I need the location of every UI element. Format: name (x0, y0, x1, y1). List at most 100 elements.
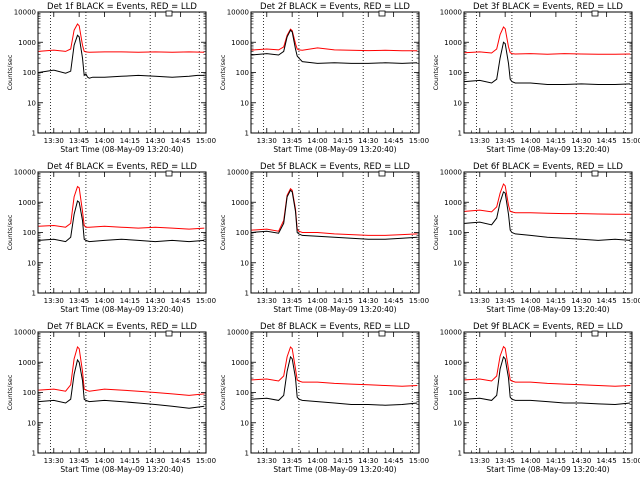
y-tick-label: 1000 (18, 359, 36, 367)
events-series-line (251, 29, 418, 64)
x-tick-label: 14:15 (333, 457, 353, 465)
y-tick-label: 10000 (14, 329, 36, 337)
y-axis-label: Counts/sec (6, 214, 14, 250)
events-series-line (38, 358, 205, 409)
x-tick-label: 14:45 (171, 297, 191, 305)
x-tick-label: 14:45 (597, 297, 617, 305)
detector-panel: Det 5f BLACK = Events, RED = LLD 1 10 100 10… (219, 162, 429, 314)
lld-series-line (38, 23, 205, 53)
lld-series-line (38, 346, 205, 396)
y-tick-label: 100 (23, 69, 36, 77)
detector-panel: Det 4f BLACK = Events, RED = LLD 1 10 100 10… (6, 162, 216, 314)
y-axis-label: Counts/sec (432, 54, 440, 90)
y-axis-label: Counts/sec (219, 54, 227, 90)
x-tick-label: 13:30 (44, 137, 64, 145)
x-tick-label: 14:45 (171, 457, 191, 465)
x-tick-label: 14:45 (597, 457, 617, 465)
x-tick-label: 13:45 (69, 137, 89, 145)
x-tick-label: 15:00 (196, 137, 216, 145)
x-tick-label: 14:30 (358, 457, 378, 465)
plot-frame (463, 11, 633, 134)
y-tick-label: 10000 (227, 9, 249, 17)
x-tick-label: 13:30 (470, 297, 490, 305)
x-tick-label: 14:00 (94, 457, 114, 465)
y-tick-label: 100 (236, 229, 249, 237)
events-series-line (464, 191, 631, 241)
x-axis-label: Start Time (08-May-09 13:20:40) (60, 145, 183, 154)
y-tick-label: 1000 (444, 359, 462, 367)
x-tick-label: 14:00 (520, 297, 540, 305)
detector-panel: Det 9f BLACK = Events, RED = LLD 1 10 100 10… (432, 322, 640, 474)
x-axis-label: Start Time (08-May-09 13:20:40) (486, 305, 609, 314)
events-series-line (38, 34, 205, 79)
y-tick-label: 10 (27, 99, 36, 107)
x-tick-label: 13:45 (282, 297, 302, 305)
legend-marker (165, 170, 173, 177)
plot-frame (250, 331, 420, 454)
x-axis-label: Start Time (08-May-09 13:20:40) (273, 145, 396, 154)
y-tick-label: 10000 (440, 169, 462, 177)
x-tick-label: 14:30 (571, 297, 591, 305)
x-tick-label: 15:00 (409, 297, 429, 305)
plot-frame (37, 171, 207, 294)
x-tick-label: 13:30 (257, 137, 277, 145)
x-tick-label: 14:30 (145, 137, 165, 145)
y-tick-label: 1 (245, 290, 249, 298)
y-tick-label: 100 (449, 389, 462, 397)
x-tick-label: 13:30 (44, 457, 64, 465)
y-tick-label: 100 (449, 69, 462, 77)
x-tick-label: 13:30 (257, 297, 277, 305)
x-tick-label: 14:30 (358, 137, 378, 145)
y-tick-label: 10 (240, 419, 249, 427)
y-tick-label: 1 (245, 130, 249, 138)
chart-title: Det 3f BLACK = Events, RED = LLD (473, 2, 623, 12)
x-tick-label: 14:15 (120, 457, 140, 465)
x-tick-label: 14:00 (307, 297, 327, 305)
plot-frame (463, 331, 633, 454)
detector-panel: Det 7f BLACK = Events, RED = LLD 1 10 100 10… (6, 322, 216, 474)
y-axis-label: Counts/sec (6, 374, 14, 410)
y-tick-label: 100 (449, 229, 462, 237)
x-tick-label: 14:45 (384, 457, 404, 465)
x-axis-label: Start Time (08-May-09 13:20:40) (273, 305, 396, 314)
legend-marker (591, 170, 599, 177)
x-tick-label: 13:45 (69, 297, 89, 305)
x-tick-label: 13:45 (495, 137, 515, 145)
y-tick-label: 10 (27, 419, 36, 427)
y-tick-label: 1000 (444, 199, 462, 207)
detector-panel: Det 1f BLACK = Events, RED = LLD 1 10 100 10… (6, 2, 216, 154)
y-axis-label: Counts/sec (432, 214, 440, 250)
x-tick-label: 14:45 (384, 137, 404, 145)
chart-title: Det 7f BLACK = Events, RED = LLD (47, 322, 197, 332)
y-tick-label: 10 (453, 99, 462, 107)
plot-frame (37, 331, 207, 454)
x-axis-label: Start Time (08-May-09 13:20:40) (486, 145, 609, 154)
x-tick-label: 14:00 (307, 137, 327, 145)
y-tick-label: 1 (32, 290, 36, 298)
y-tick-label: 10000 (227, 169, 249, 177)
lld-series-line (251, 187, 418, 236)
lld-series-line (251, 28, 418, 52)
x-tick-label: 15:00 (196, 457, 216, 465)
chart-title: Det 2f BLACK = Events, RED = LLD (260, 2, 410, 12)
chart-title: Det 4f BLACK = Events, RED = LLD (47, 162, 197, 172)
y-tick-label: 100 (236, 69, 249, 77)
chart-title: Det 1f BLACK = Events, RED = LLD (47, 2, 197, 12)
y-tick-label: 10000 (14, 169, 36, 177)
plot-frame (463, 171, 633, 294)
x-tick-label: 14:15 (546, 297, 566, 305)
y-tick-label: 10 (453, 259, 462, 267)
x-tick-label: 15:00 (409, 137, 429, 145)
events-series-line (38, 200, 205, 243)
y-tick-label: 10 (27, 259, 36, 267)
legend-marker (165, 330, 173, 337)
events-series-line (251, 189, 418, 240)
legend-marker (378, 330, 386, 337)
x-tick-label: 14:30 (571, 137, 591, 145)
y-tick-label: 10 (240, 259, 249, 267)
y-tick-label: 10 (240, 99, 249, 107)
y-tick-label: 1000 (18, 39, 36, 47)
y-axis-label: Counts/sec (219, 214, 227, 250)
x-tick-label: 15:00 (622, 297, 640, 305)
